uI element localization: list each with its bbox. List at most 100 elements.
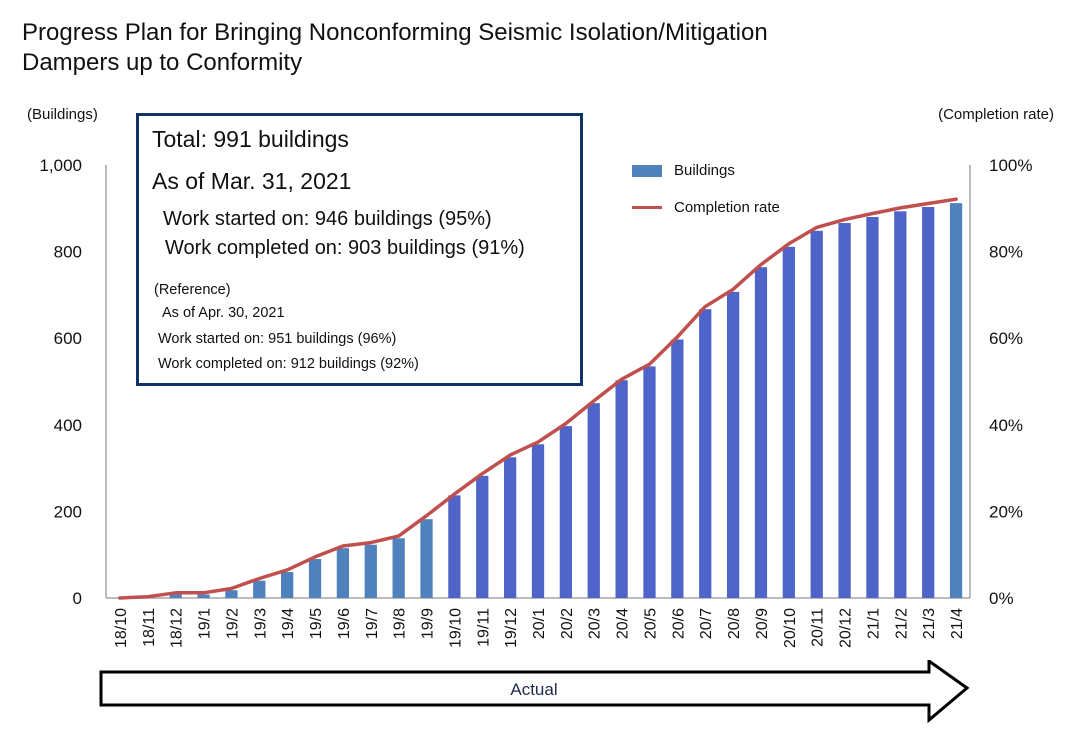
legend-item-completion-rate: Completion rate [632,199,780,216]
chart-title-line-1: Progress Plan for Bringing Nonconforming… [22,19,768,46]
bar-20-11 [810,230,823,599]
bar-19-6 [336,548,350,598]
legend-item-buildings: Buildings [632,162,735,179]
bar-19-1 [197,594,210,598]
x-tick-label: 19/4 [280,608,297,639]
bar-19-10 [448,495,461,598]
bar-19-11 [476,475,489,598]
y2-tick-label: 20% [989,502,1023,521]
x-tick-label: 19/12 [503,608,520,648]
bar-19-3 [253,580,266,598]
bar-19-5 [308,559,322,598]
x-tick-label: 20/6 [670,608,687,639]
x-tick-label: 20/3 [587,608,604,639]
bar-19-8 [392,538,405,598]
bar-19-7 [364,544,377,598]
left-axis-unit-label: (Buildings) [27,106,98,123]
summary-box: Total: 991 buildings As of Mar. 31, 2021… [136,113,583,386]
bar-20-5 [643,366,656,598]
y-tick-label: 0 [73,589,82,608]
bar-21-4 [949,203,963,598]
x-tick-label: 19/9 [420,608,437,639]
x-tick-label: 20/4 [615,608,632,639]
line-series-completion-rate [118,197,958,600]
bar-20-6 [671,339,684,598]
y2-tick-label: 0% [989,589,1014,608]
bar-21-3 [922,207,935,598]
x-tick-label: 19/11 [475,608,492,647]
bar-20-3 [587,403,600,598]
y2-tick-label: 60% [989,329,1023,348]
actual-label: Actual [510,680,558,699]
x-tick-label: 20/11 [810,608,827,647]
right-axis-unit-label: (Completion rate) [938,106,1054,123]
reference-label: (Reference) [154,282,231,298]
summary-work-completed: Work completed on: 903 buildings (91%) [165,237,525,259]
x-tick-label: 19/6 [336,608,353,639]
legend-label-completion-rate: Completion rate [674,199,780,216]
x-tick-label: 21/3 [921,608,938,639]
x-tick-label: 20/2 [559,608,576,639]
reference-as-of: As of Apr. 30, 2021 [162,305,285,321]
x-tick-label: 21/2 [893,608,910,639]
x-tick-label: 20/10 [782,608,799,648]
y-tick-label: 1,000 [39,156,82,175]
right-axis-ticks: 0% 20% 40% 60% 80% 100% [989,156,1032,608]
x-tick-label: 19/3 [252,608,269,639]
x-tick-label: 19/10 [447,608,464,648]
x-tick-label: 19/2 [224,608,241,639]
x-tick-label: 20/8 [726,608,743,639]
y-tick-label: 400 [54,416,82,435]
chart-title: Progress Plan for Bringing Nonconforming… [22,18,768,78]
bar-20-8 [726,291,740,598]
legend-label-buildings: Buildings [674,162,735,179]
summary-work-started: Work started on: 946 buildings (95%) [163,208,492,230]
x-axis-ticks: 18/10 18/11 18/12 19/1 19/2 19/3 19/4 19/5 19/6 1… [113,608,966,648]
x-tick-label: 21/1 [865,608,882,639]
bar-19-4 [281,572,294,598]
summary-as-of: As of Mar. 31, 2021 [152,168,352,194]
bar-20-10 [782,246,795,598]
bar-20-1 [531,444,545,598]
x-tick-label: 20/9 [754,608,771,639]
x-tick-label: 19/7 [364,608,381,639]
bar-20-4 [615,380,628,598]
y-tick-label: 600 [54,329,82,348]
bar-21-1 [866,216,879,598]
x-tick-label: 20/5 [642,608,659,639]
reference-work-started: Work started on: 951 buildings (96%) [158,331,397,347]
legend-bar-swatch [632,164,662,177]
reference-work-completed: Work completed on: 912 buildings (92%) [158,356,419,372]
y-tick-label: 200 [54,502,82,521]
actual-period-arrow: Actual [99,658,974,735]
legend-line-swatch [632,206,662,209]
x-tick-label: 20/7 [698,608,715,639]
y2-tick-label: 80% [989,243,1023,262]
x-tick-label: 20/12 [838,608,855,648]
left-axis-ticks: 0 200 400 600 800 1,000 [39,156,82,608]
y-tick-label: 800 [54,243,82,262]
x-tick-label: 21/4 [949,608,966,639]
bar-20-12 [838,223,851,598]
bar-19-12 [503,457,517,598]
y2-tick-label: 40% [989,416,1023,435]
x-tick-label: 19/5 [308,608,325,639]
x-tick-label: 19/1 [197,608,214,639]
x-tick-label: 20/1 [531,608,548,639]
bar-series-buildings [141,203,963,599]
right-arrow-icon [99,658,970,724]
bar-21-2 [894,211,907,598]
summary-total: Total: 991 buildings [152,126,349,152]
x-tick-label: 19/8 [392,608,409,639]
bar-18-12 [169,594,182,598]
chart-title-line-2: Dampers up to Conformity [22,49,303,76]
bar-20-2 [559,426,573,598]
y2-tick-label: 100% [989,156,1032,175]
bar-20-9 [754,267,768,598]
bar-19-9 [420,519,433,598]
x-tick-label: 18/11 [141,608,158,647]
bar-20-7 [699,309,712,598]
x-tick-label: 18/10 [113,608,130,648]
bar-19-2 [225,590,238,598]
